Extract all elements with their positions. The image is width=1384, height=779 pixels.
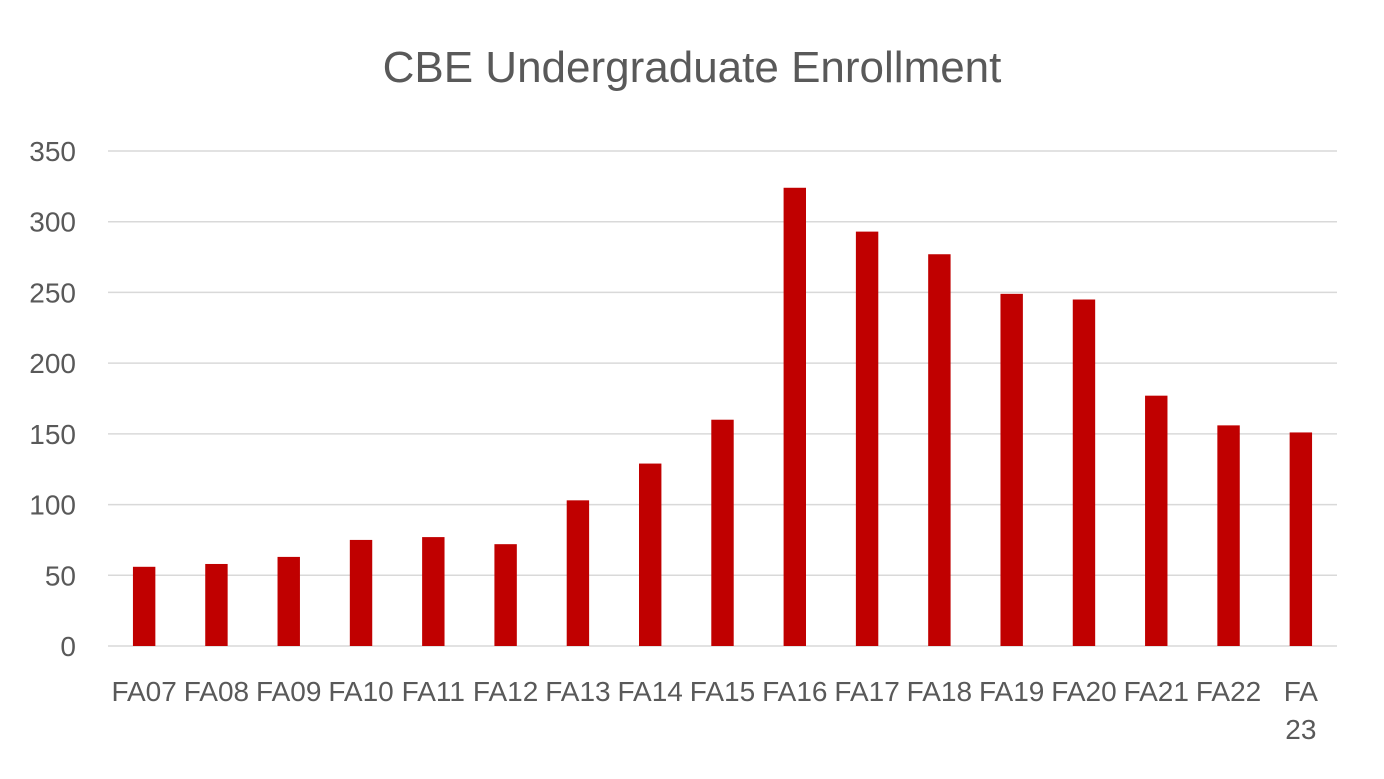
y-tick-label: 250 <box>29 277 76 308</box>
bar-fa11 <box>422 537 445 646</box>
x-tick-label: FA19 <box>979 676 1044 707</box>
y-tick-label: 200 <box>29 348 76 379</box>
x-tick-label: FA16 <box>762 676 827 707</box>
x-tick-label: FA20 <box>1051 676 1116 707</box>
bar-fa15 <box>711 419 734 646</box>
y-tick-label: 100 <box>29 490 76 521</box>
x-tick-label: FA15 <box>690 676 755 707</box>
bar-fa21 <box>1145 395 1168 646</box>
bar-fa07 <box>132 566 156 646</box>
bar-fa08 <box>205 563 228 646</box>
y-tick-label: 50 <box>45 560 76 591</box>
bars <box>132 187 1313 646</box>
bar-fa19 <box>1000 293 1023 646</box>
x-tick-label: FA09 <box>256 676 321 707</box>
bar-fa17 <box>855 231 879 646</box>
x-tick-label: FA21 <box>1124 676 1189 707</box>
x-tick-label: FA07 <box>111 676 176 707</box>
y-tick-label: 0 <box>60 631 76 662</box>
bar-fa16 <box>783 187 806 646</box>
y-tick-label: 350 <box>29 136 76 167</box>
bar-fa12 <box>494 544 517 646</box>
x-tick-label: FA12 <box>473 676 538 707</box>
bar-fa22 <box>1217 425 1240 646</box>
y-tick-label: 150 <box>29 419 76 450</box>
x-tick-label: FA11 <box>402 676 465 707</box>
bar-fa09 <box>277 556 300 646</box>
bar-fa18 <box>928 254 951 646</box>
bar-fa10 <box>349 539 373 646</box>
x-tick-label: FA17 <box>834 676 899 707</box>
y-axis-tick-labels: 0 50 100 150 200 250 300 350 <box>29 136 76 662</box>
bar-fa20 <box>1072 299 1096 646</box>
x-tick-label: FA 23 <box>1284 676 1319 745</box>
x-tick-label: FA14 <box>618 676 683 707</box>
chart-title: CBE Undergraduate Enrollment <box>383 43 1002 92</box>
x-tick-label: FA22 <box>1196 676 1261 707</box>
x-tick-label: FA08 <box>184 676 249 707</box>
bar-fa14 <box>639 463 662 646</box>
bar-fa13 <box>566 500 590 646</box>
x-tick-label: FA10 <box>328 676 393 707</box>
x-tick-label: FA13 <box>545 676 610 707</box>
x-axis-tick-labels: FA07 FA08 FA09 FA10 FA11 FA12 FA13 FA14 FA15 FA16… <box>111 676 1318 745</box>
bar-fa23 <box>1289 432 1313 646</box>
y-tick-label: 300 <box>29 207 76 238</box>
x-tick-label: FA18 <box>907 676 972 707</box>
